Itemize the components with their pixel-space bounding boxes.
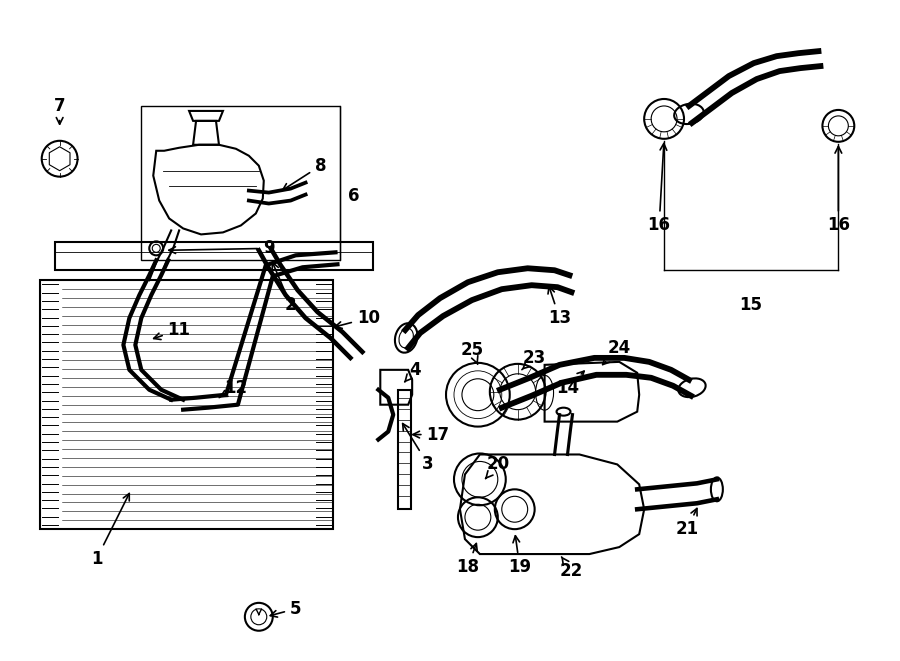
Text: 13: 13 (548, 287, 572, 327)
Text: 17: 17 (413, 426, 450, 444)
Text: 24: 24 (603, 339, 631, 365)
Text: 6: 6 (348, 186, 360, 204)
Text: 3: 3 (402, 424, 434, 473)
Text: 1: 1 (91, 494, 130, 568)
Text: 8: 8 (283, 157, 327, 190)
Text: 10: 10 (335, 309, 380, 329)
Text: 9: 9 (169, 239, 274, 257)
Text: 16: 16 (827, 147, 850, 235)
Text: 5: 5 (270, 600, 302, 618)
Text: 15: 15 (739, 296, 762, 314)
Text: 11: 11 (154, 321, 191, 340)
Text: 21: 21 (675, 508, 698, 538)
Text: 12: 12 (220, 379, 248, 398)
Text: 18: 18 (456, 543, 480, 576)
Text: 4: 4 (405, 361, 421, 382)
Text: 23: 23 (522, 349, 546, 369)
Text: 7: 7 (54, 97, 66, 124)
Text: 19: 19 (508, 536, 531, 576)
Text: 14: 14 (556, 371, 584, 397)
Text: 2: 2 (272, 262, 296, 314)
Text: 16: 16 (648, 143, 670, 235)
Text: 25: 25 (460, 341, 483, 364)
Text: 22: 22 (560, 557, 583, 580)
Text: 20: 20 (486, 455, 509, 479)
Bar (398, 390, 411, 509)
